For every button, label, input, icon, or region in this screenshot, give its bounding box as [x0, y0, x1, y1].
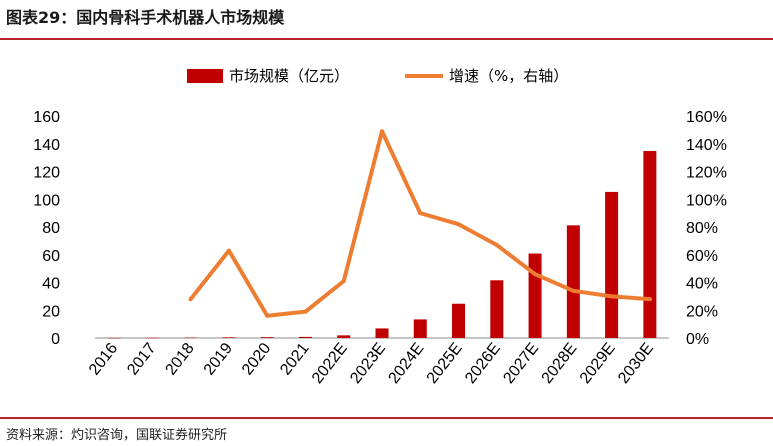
growth-point [647, 297, 652, 302]
bar [184, 337, 198, 339]
growth-point [456, 222, 461, 227]
left-axis-tick-label: 80 [42, 220, 60, 237]
x-axis-tick-label: 2021 [277, 340, 312, 379]
bar [490, 280, 504, 338]
left-axis-tick-label: 160 [33, 109, 60, 126]
growth-point [533, 272, 538, 277]
bar [107, 337, 121, 339]
right-axis-tick-label: 140% [686, 137, 727, 154]
bar [260, 337, 274, 338]
chart-title: 图表29：国内骨科手术机器人市场规模 [6, 8, 285, 27]
legend-bar-swatch [187, 69, 223, 83]
bar-series [107, 150, 657, 339]
bar [375, 328, 389, 338]
x-axis-tick-label: 2017 [124, 340, 159, 379]
growth-point [571, 288, 576, 293]
right-axis-tick-label: 40% [686, 276, 718, 293]
x-axis-tick-label: 2027E [500, 340, 542, 387]
x-axis-tick-label: 2025E [424, 340, 466, 387]
left-axis-tick-label: 60 [42, 248, 60, 265]
growth-point [380, 129, 384, 134]
bar [298, 336, 312, 338]
right-axis-tick-label: 20% [686, 303, 718, 320]
left-axis-tick-label: 120 [33, 165, 60, 182]
x-axis-tick-label: 2030E [615, 340, 657, 387]
growth-point [609, 294, 614, 299]
bar [566, 225, 580, 338]
left-axis-tick-label: 140 [33, 137, 60, 154]
growth-point [226, 248, 231, 253]
title-divider [0, 38, 773, 40]
left-axis-tick-label: 20 [42, 303, 60, 320]
bar [605, 191, 619, 338]
source-divider [0, 417, 773, 419]
legend: 市场规模（亿元） 增速（%，右轴） [187, 67, 568, 85]
growth-point [494, 243, 499, 248]
bar [413, 319, 427, 338]
source-note: 资料来源：灼识咨询，国联证券研究所 [6, 428, 228, 443]
x-axis-tick-label: 2026E [462, 340, 504, 387]
x-axis-tick-label: 2023E [347, 340, 389, 387]
growth-point [265, 313, 270, 318]
bar [528, 253, 542, 338]
x-axis-tick-label: 2022E [309, 340, 351, 387]
growth-point [188, 297, 193, 302]
bar [222, 337, 236, 338]
axes: 0 20 40 60 80 100 120 140 160 0% 20% 40% 60% 80% 100% 1… [33, 109, 727, 387]
bar [643, 150, 657, 338]
bar [145, 337, 159, 339]
x-axis-tick-label: 2020 [239, 340, 274, 379]
growth-line [188, 129, 652, 318]
right-axis-tick-label: 160% [686, 109, 727, 126]
left-axis-tick-label: 40 [42, 276, 60, 293]
x-axis-tick-label: 2028E [539, 340, 581, 387]
left-axis-tick-label: 0 [51, 331, 60, 348]
x-axis-tick-label: 2018 [163, 340, 198, 379]
growth-point [341, 279, 346, 284]
x-axis-tick-label: 2019 [201, 340, 236, 379]
x-axis-tick-label: 2016 [86, 340, 121, 379]
growth-point [303, 309, 308, 314]
right-axis-tick-label: 60% [686, 248, 718, 265]
x-axis-tick-label: 2024E [386, 340, 428, 387]
bar [452, 303, 466, 338]
legend-bar-label: 市场规模（亿元） [229, 67, 349, 85]
legend-line-label: 增速（%，右轴） [449, 67, 568, 85]
right-axis-tick-label: 100% [686, 192, 727, 209]
growth-line-series [188, 129, 652, 318]
right-axis-tick-label: 120% [686, 165, 727, 182]
left-axis-tick-label: 100 [33, 192, 60, 209]
right-axis-tick-label: 0% [686, 331, 709, 348]
right-axis-tick-label: 80% [686, 220, 718, 237]
bar [337, 335, 351, 338]
growth-point [418, 211, 423, 216]
x-axis-tick-label: 2029E [577, 340, 619, 387]
